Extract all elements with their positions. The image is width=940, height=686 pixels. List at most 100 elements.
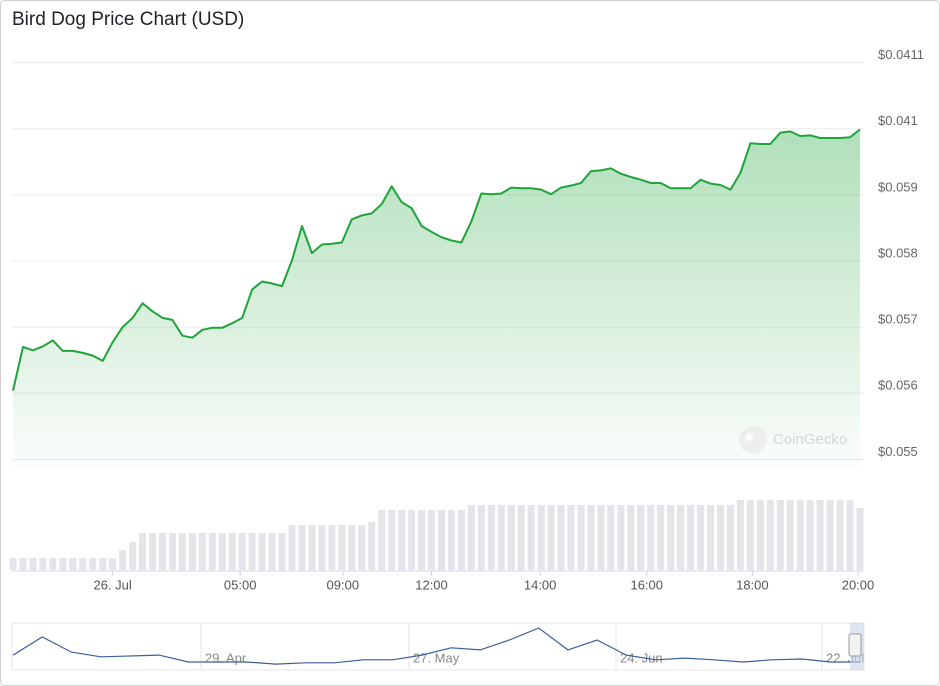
volume-bar	[846, 500, 854, 570]
x-tick-label: 14:00	[524, 577, 557, 592]
volume-bar	[447, 510, 455, 570]
volume-bar	[826, 500, 834, 570]
volume-bar	[457, 510, 465, 570]
volume-bar	[716, 505, 724, 570]
watermark-text: CoinGecko	[773, 431, 847, 448]
volume-bar	[537, 505, 545, 570]
watermark: CoinGecko	[739, 426, 847, 454]
volume-bar	[238, 533, 246, 570]
volume-bar	[647, 505, 655, 570]
volume-bar	[168, 533, 176, 570]
volume-bar	[467, 505, 475, 570]
navigator-label: 27. May	[413, 650, 460, 665]
volume-bar	[667, 505, 675, 570]
volume-bar	[49, 558, 57, 570]
volume-bar	[796, 500, 804, 570]
x-tick-label: 12:00	[415, 577, 448, 592]
volume-bar	[69, 558, 77, 570]
chart-title: Bird Dog Price Chart (USD)	[12, 9, 244, 30]
y-tick-label: $0.056	[878, 378, 918, 393]
volume-bar	[408, 510, 416, 570]
volume-bar	[19, 558, 27, 570]
volume-bar	[746, 500, 754, 570]
volume-bar	[328, 525, 336, 570]
price-area	[13, 129, 860, 466]
volume-bar	[158, 533, 166, 570]
volume-bar	[139, 533, 147, 570]
volume-bar	[557, 505, 565, 570]
volume-bar	[497, 505, 505, 570]
volume-bar	[258, 533, 266, 570]
x-tick-label: 09:00	[327, 577, 360, 592]
volume-bar	[507, 505, 515, 570]
volume-bar	[338, 525, 346, 570]
volume-bar	[487, 505, 495, 570]
volume-bar	[378, 510, 386, 570]
volume-bar	[109, 558, 117, 570]
volume-bar	[736, 500, 744, 570]
volume-bar	[707, 505, 715, 570]
volume-bar	[218, 533, 226, 570]
volume-bar	[428, 510, 436, 570]
volume-bar	[318, 525, 326, 570]
volume-bar	[687, 505, 695, 570]
volume-bar	[597, 505, 605, 570]
volume-bar	[617, 505, 625, 570]
volume-bar	[388, 510, 396, 570]
volume-bar	[776, 500, 784, 570]
navigator-handle[interactable]	[848, 633, 862, 657]
y-tick-label: $0.041	[878, 113, 918, 128]
volume-bar	[587, 505, 595, 570]
volume-bar	[637, 505, 645, 570]
volume-bar	[198, 533, 206, 570]
volume-bar	[29, 558, 37, 570]
volume-bar	[527, 505, 535, 570]
y-tick-label: $0.0411	[878, 47, 924, 62]
grid: $0.055 $0.056 $0.057 $0.058 $0.059 $0.041 $0.0…	[12, 47, 924, 460]
plot	[12, 128, 861, 466]
volume-bar	[9, 558, 17, 570]
volume-bar	[79, 558, 87, 570]
navigator-plot	[12, 627, 860, 665]
volume-bar	[149, 533, 157, 570]
price-line	[12, 128, 861, 391]
volume-bar	[348, 525, 356, 570]
volume-bar	[437, 510, 445, 570]
volume-bar	[677, 505, 685, 570]
x-ticks: 26. Jul 05:00 09:00 12:00 14:00 16:00 18:00 20:…	[93, 571, 874, 592]
volume-bar	[248, 533, 256, 570]
volume-bar	[477, 505, 485, 570]
volume-bar	[398, 510, 406, 570]
y-tick-label: $0.059	[878, 179, 918, 194]
volume-bar	[288, 525, 296, 570]
volume-bar	[298, 525, 306, 570]
volume-bar	[119, 550, 127, 570]
volume-bar	[547, 505, 555, 570]
volume-bar	[657, 505, 665, 570]
volume-bar	[697, 505, 705, 570]
volume-bar	[756, 500, 764, 570]
y-tick-label: $0.055	[878, 444, 918, 459]
volume-bar	[766, 500, 774, 570]
x-tick-label: 18:00	[736, 577, 769, 592]
x-tick-label: 16:00	[630, 577, 663, 592]
volume-bar	[188, 533, 196, 570]
volume-bar	[627, 505, 635, 570]
volume-bar	[358, 525, 366, 570]
volume-bar	[178, 533, 186, 570]
y-tick-label: $0.058	[878, 245, 918, 260]
volume-bar	[368, 522, 376, 570]
volume-bar	[59, 558, 67, 570]
y-tick-label: $0.057	[878, 312, 918, 327]
x-tick-label: 05:00	[224, 577, 257, 592]
volume-bar	[278, 533, 286, 570]
volume-bar	[418, 510, 426, 570]
volume-bar	[268, 533, 276, 570]
navigator: 29. Apr 27. May 24. Jun 22. Jul	[11, 622, 865, 671]
volume-bar	[39, 558, 47, 570]
volume-bar	[806, 500, 814, 570]
volume-bar	[577, 505, 585, 570]
volume-bar	[567, 505, 575, 570]
volume-bar	[208, 533, 216, 570]
